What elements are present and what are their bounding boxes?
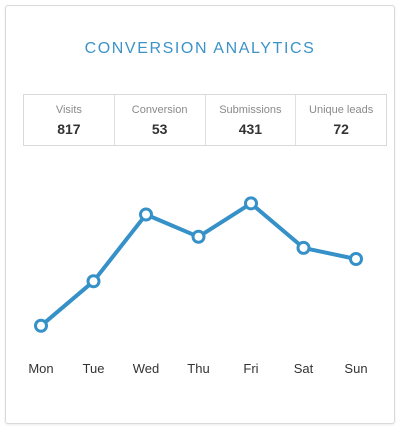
- stat-value: 431: [238, 121, 263, 137]
- data-point-thu[interactable]: [191, 229, 206, 244]
- data-point-fri[interactable]: [244, 196, 258, 211]
- stat-label: Unique leads: [309, 104, 374, 116]
- x-tick-label: Sat: [294, 361, 314, 376]
- x-tick-label: Mon: [28, 361, 53, 376]
- stat-submissions: Submissions 431: [206, 95, 297, 145]
- stat-value: 72: [333, 121, 349, 137]
- data-point-sun[interactable]: [349, 252, 363, 266]
- x-tick-label: Thu: [187, 361, 209, 376]
- data-point-mon[interactable]: [34, 318, 48, 333]
- series-line: [39, 201, 358, 328]
- conversion-analytics-card: CONVERSION ANALYTICS Visits 817 Conversi…: [5, 5, 395, 424]
- stat-value: 817: [57, 121, 81, 137]
- data-point-wed[interactable]: [139, 207, 153, 222]
- stat-label: Visits: [55, 104, 82, 116]
- data-point-tue[interactable]: [86, 274, 101, 289]
- x-tick-label: Fri: [243, 361, 258, 376]
- conversion-line-chart: Mon Tue Wed Thu Fri Sat Sun: [28, 196, 368, 376]
- x-tick-label: Sun: [344, 361, 367, 376]
- stat-label: Submissions: [219, 104, 282, 116]
- stat-label: Conversion: [131, 104, 188, 116]
- stats-bar: Visits 817 Conversion 53 Submissions 431…: [23, 94, 387, 146]
- stat-unique-leads: Unique leads 72: [296, 95, 386, 145]
- stat-visits: Visits 817: [24, 95, 115, 145]
- card-title: CONVERSION ANALYTICS: [84, 40, 316, 57]
- x-tick-label: Wed: [133, 361, 160, 376]
- x-tick-label: Tue: [83, 361, 105, 376]
- stat-value: 53: [151, 121, 168, 137]
- stat-conversion: Conversion 53: [115, 95, 206, 145]
- data-point-sat[interactable]: [296, 240, 311, 255]
